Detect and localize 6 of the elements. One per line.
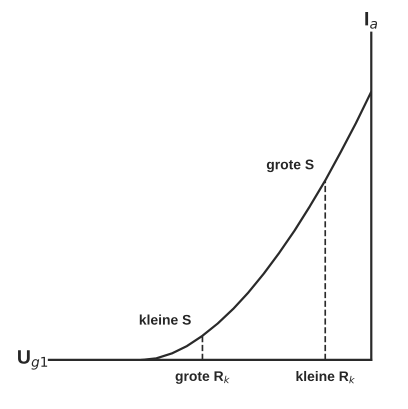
x-axis-title: U$_{g1}$ (18, 350, 48, 370)
y-axis-title: I$_{a}$ (365, 12, 378, 29)
annotation: kleine S (140, 314, 191, 325)
x-tick-label: grote R$_{k}$ (176, 371, 230, 384)
annotation: grote S (266, 160, 314, 172)
x-tick-label: kleine R$_{k}$ (296, 370, 355, 384)
